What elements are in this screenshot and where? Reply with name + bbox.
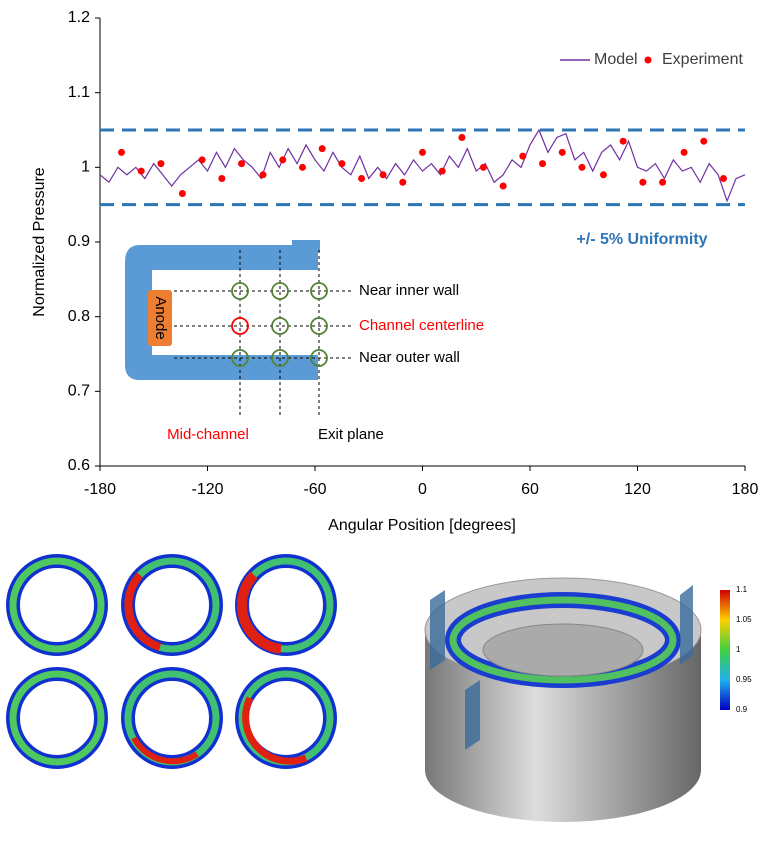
experiment-point	[480, 164, 487, 171]
probe-label: Channel centerline	[359, 317, 484, 334]
ring-images	[13, 561, 330, 762]
experiment-point	[559, 149, 566, 156]
x-tick-label: 180	[732, 481, 759, 498]
mid-channel-label: Mid-channel	[167, 426, 249, 443]
colorbar: 1.1 1.05 1 0.95 0.9	[720, 585, 752, 714]
experiment-point	[500, 183, 507, 190]
x-tick-label: -120	[191, 481, 223, 498]
experiment-point	[620, 138, 627, 145]
colorbar-label: 1.1	[736, 585, 748, 594]
x-tick-label: 60	[521, 481, 539, 498]
experiment-point	[118, 149, 125, 156]
experiment-point	[260, 171, 267, 178]
inset-diagram: Anode Near inner wall Channel centerline…	[125, 240, 484, 443]
experiment-point	[299, 164, 306, 171]
experiment-point	[639, 179, 646, 186]
experiment-point	[600, 171, 607, 178]
experiment-point	[399, 179, 406, 186]
experiment-point	[578, 164, 585, 171]
x-tick-label: -60	[303, 481, 326, 498]
experiment-point	[419, 149, 426, 156]
experiment-point	[681, 149, 688, 156]
y-axis-label: Normalized Pressure	[31, 167, 48, 316]
colorbar-label: 1	[736, 645, 741, 654]
experiment-point	[179, 190, 186, 197]
x-tick-label: 0	[418, 481, 427, 498]
colorbar-label: 0.9	[736, 705, 748, 714]
experiment-point	[358, 175, 365, 182]
y-tick-label: 1	[81, 159, 90, 176]
x-axis-label: Angular Position [degrees]	[328, 517, 516, 534]
experiment-point	[439, 168, 446, 175]
experiment-point	[199, 156, 206, 163]
legend-label: Model	[594, 51, 638, 68]
experiment-point	[720, 175, 727, 182]
guide-lines	[174, 250, 352, 415]
experiment-point	[218, 175, 225, 182]
experiment-point	[319, 145, 326, 152]
legend-label: Experiment	[662, 51, 743, 68]
y-tick-label: 0.8	[68, 308, 90, 325]
experiment-point	[659, 179, 666, 186]
figure: 0.6 0.7 0.8 0.9 1 1.1 1.2 -180 -120 -60 0 60 120 180 +…	[0, 0, 761, 848]
experiment-point	[380, 171, 387, 178]
colorbar-scale	[720, 590, 730, 710]
experiment-point	[157, 160, 164, 167]
experiment-point	[138, 168, 145, 175]
legend-swatch	[645, 57, 652, 64]
experiment-point	[238, 160, 245, 167]
y-tick-label: 0.9	[68, 233, 90, 250]
colorbar-label: 1.05	[736, 615, 752, 624]
experiment-point	[279, 156, 286, 163]
probe-label: Near outer wall	[359, 349, 460, 366]
x-tick-label: -180	[84, 481, 116, 498]
anode-label: Anode	[152, 296, 169, 339]
x-tick-label: 120	[624, 481, 651, 498]
probe-label: Near inner wall	[359, 282, 459, 299]
exit-plane-label: Exit plane	[318, 426, 384, 443]
experiment-point	[700, 138, 707, 145]
experiment-point	[519, 153, 526, 160]
experiment-point	[539, 160, 546, 167]
reference-label: +/- 5% Uniformity	[576, 231, 707, 248]
y-tick-label: 1.1	[68, 84, 90, 101]
colorbar-label: 0.95	[736, 675, 752, 684]
experiment-point	[458, 134, 465, 141]
experiment-point	[338, 160, 345, 167]
channel-lip	[292, 240, 320, 252]
thruster-render	[425, 578, 701, 822]
model-line	[100, 130, 745, 201]
y-tick-label: 0.7	[68, 383, 90, 400]
y-tick-label: 0.6	[68, 457, 90, 474]
y-tick-label: 1.2	[68, 9, 90, 26]
